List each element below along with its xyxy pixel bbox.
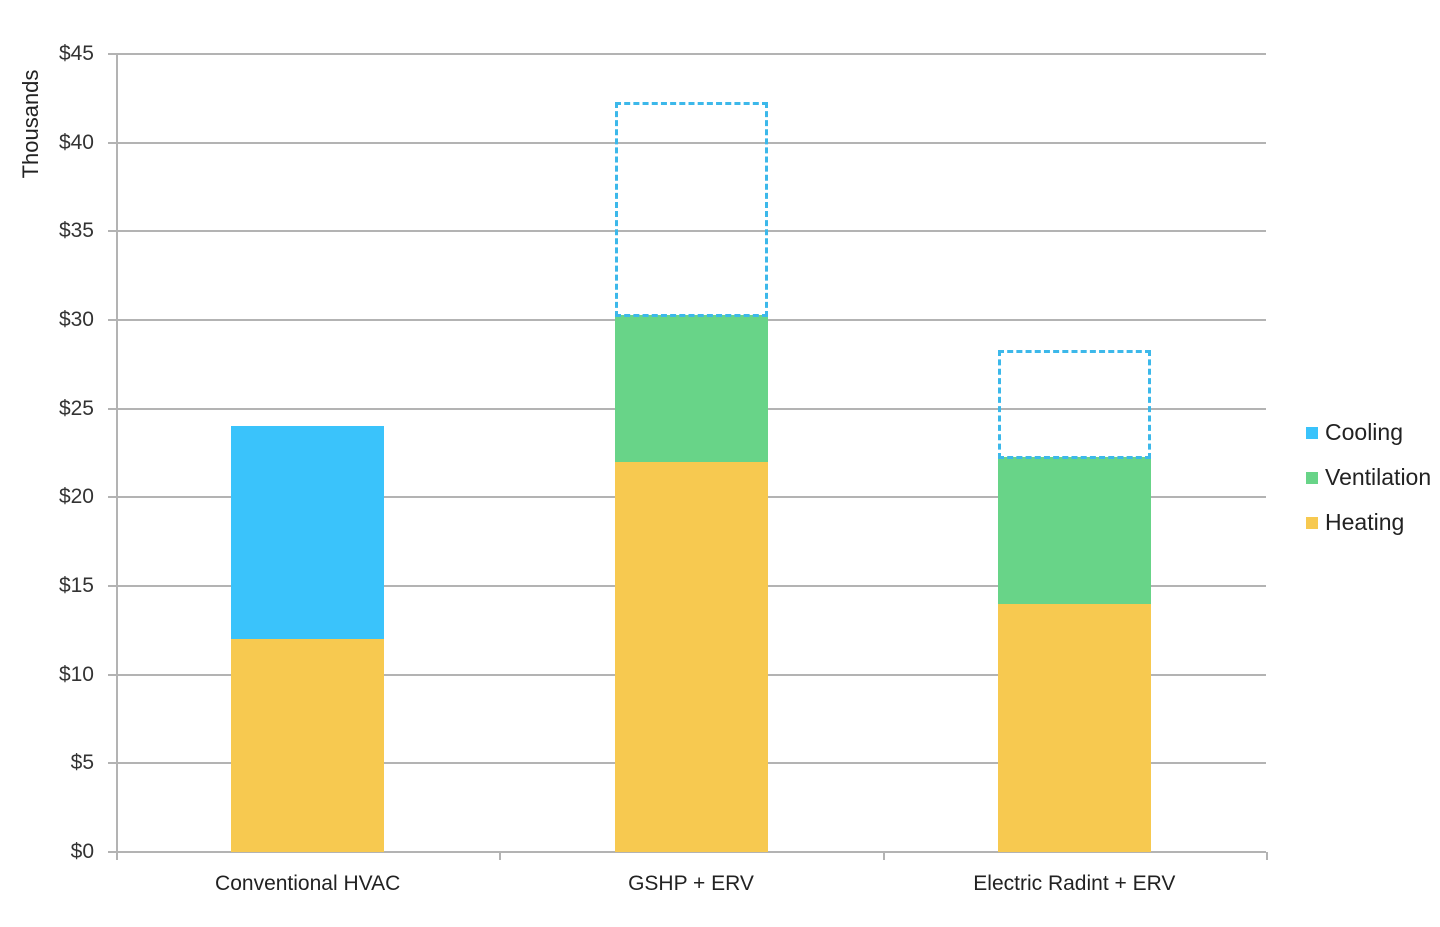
y-tick-label: $10 xyxy=(58,662,94,686)
bar-segment-cooling xyxy=(614,101,768,317)
legend-item-ventilation: Ventilation xyxy=(1306,455,1431,500)
bar-segment-cooling xyxy=(231,426,385,640)
x-category-label: GSHP + ERV xyxy=(628,872,754,895)
x-tickmark xyxy=(116,852,118,860)
x-category-label: Electric Radint + ERV xyxy=(973,872,1176,895)
y-axis-line xyxy=(116,54,118,860)
legend-label: Ventilation xyxy=(1325,464,1432,490)
y-tick-label: $15 xyxy=(58,574,94,597)
gridline xyxy=(108,851,1266,853)
x-category-label: Conventional HVAC xyxy=(215,872,401,895)
y-tick-label: $45 xyxy=(58,42,94,65)
y-tick-label: $35 xyxy=(58,219,94,243)
legend: Cooling Ventilation Heating xyxy=(1306,410,1431,545)
gridline xyxy=(108,230,1266,233)
legend-label: Heating xyxy=(1325,509,1405,535)
legend-item-heating: Heating xyxy=(1306,500,1431,545)
bar-segment-heating xyxy=(997,603,1151,852)
heating-swatch-icon xyxy=(1306,516,1318,529)
x-tickmark xyxy=(882,852,885,860)
y-axis-title: Thousands xyxy=(18,69,43,179)
bar-segment-ventilation xyxy=(997,456,1151,604)
y-tick-label: $5 xyxy=(70,751,94,775)
y-tick-label: $25 xyxy=(58,396,94,420)
x-tickmark xyxy=(499,852,502,860)
y-tick-label: $0 xyxy=(70,840,94,863)
y-tick-label: $20 xyxy=(58,485,94,509)
bar-segment-heating xyxy=(614,461,768,852)
bar-segment-ventilation xyxy=(614,314,768,462)
x-tickmark xyxy=(1266,852,1268,860)
gridline xyxy=(108,141,1266,144)
bar-segment-cooling xyxy=(997,350,1151,459)
y-tick-label: $40 xyxy=(58,130,94,154)
gridline xyxy=(108,53,1266,55)
cooling-swatch-icon xyxy=(1306,426,1318,439)
y-tick-label: $30 xyxy=(58,308,94,331)
legend-item-cooling: Cooling xyxy=(1306,410,1431,455)
legend-label: Cooling xyxy=(1325,419,1403,445)
ventilation-swatch-icon xyxy=(1306,471,1318,484)
bar-segment-heating xyxy=(231,639,385,852)
